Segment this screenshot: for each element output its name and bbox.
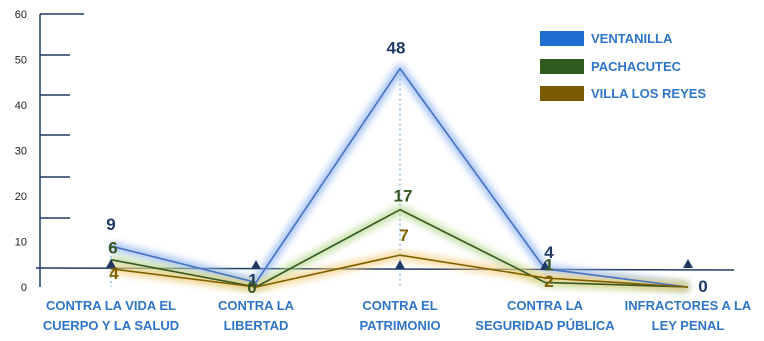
series-line-pachacutec <box>110 208 689 288</box>
series-glows <box>109 64 689 292</box>
legend-label-pachacutec: PACHACUTEC <box>591 59 682 74</box>
y-tick-label: 40 <box>15 100 27 112</box>
series-line-villa-los-reyes <box>110 254 689 288</box>
x-category-label: CONTRA EL <box>362 298 437 313</box>
data-label: 48 <box>387 39 406 58</box>
legend-swatch-pachacutec <box>540 59 584 74</box>
data-label: 1 <box>544 255 553 274</box>
y-tick-marks <box>40 54 70 219</box>
legend-label-ventanilla: VENTANILLA <box>591 31 673 46</box>
category-markers <box>106 259 693 270</box>
x-category-label: SEGURIDAD PÚBLICA <box>475 318 615 333</box>
data-label: 0 <box>247 278 256 297</box>
category-marker <box>683 259 693 268</box>
x-category-label: LIBERTAD <box>224 318 289 333</box>
series-line-ventanilla <box>110 67 689 288</box>
x-category-labels: CONTRA LA VIDA EL CUERPO Y LA SALUD CONTRA… <box>43 298 752 333</box>
y-tick-label: 50 <box>15 55 27 67</box>
y-tick-labels: 0 10 20 30 40 50 60 <box>15 9 27 294</box>
legend-swatch-villa-los-reyes <box>540 86 584 101</box>
data-label: 9 <box>106 215 115 234</box>
data-label: 7 <box>399 226 408 245</box>
data-label: 17 <box>394 187 413 206</box>
data-label: 1 <box>248 270 257 289</box>
category-marker <box>540 261 550 270</box>
y-tick-label: 20 <box>15 191 27 203</box>
legend: VENTANILLA PACHACUTEC VILLA LOS REYES <box>540 31 706 101</box>
data-label: 2 <box>544 272 553 291</box>
data-label: 0 <box>698 277 707 296</box>
y-tick-label: 0 <box>21 282 27 294</box>
category-marker <box>106 259 116 268</box>
series-lines <box>110 67 689 288</box>
category-marker <box>395 260 405 269</box>
y-tick-label: 60 <box>15 9 27 21</box>
x-category-label: PATRIMONIO <box>359 318 440 333</box>
x-category-label: CONTRA LA <box>507 298 584 313</box>
data-label: 6 <box>108 239 117 258</box>
category-marker <box>251 260 261 269</box>
legend-label-villa-los-reyes: VILLA LOS REYES <box>591 86 706 101</box>
y-tick-label: 30 <box>15 146 27 158</box>
x-category-label: CUERPO Y LA SALUD <box>43 318 179 333</box>
legend-swatch-ventanilla <box>540 31 584 46</box>
y-tick-label: 10 <box>15 237 27 249</box>
data-label: 4 <box>544 243 554 262</box>
x-category-label: CONTRA LA VIDA EL <box>46 298 176 313</box>
x-category-label: LEY PENAL <box>652 318 725 333</box>
x-category-label: INFRACTORES A LA <box>625 298 752 313</box>
data-label: 4 <box>109 264 119 283</box>
x-category-label: CONTRA LA <box>218 298 295 313</box>
